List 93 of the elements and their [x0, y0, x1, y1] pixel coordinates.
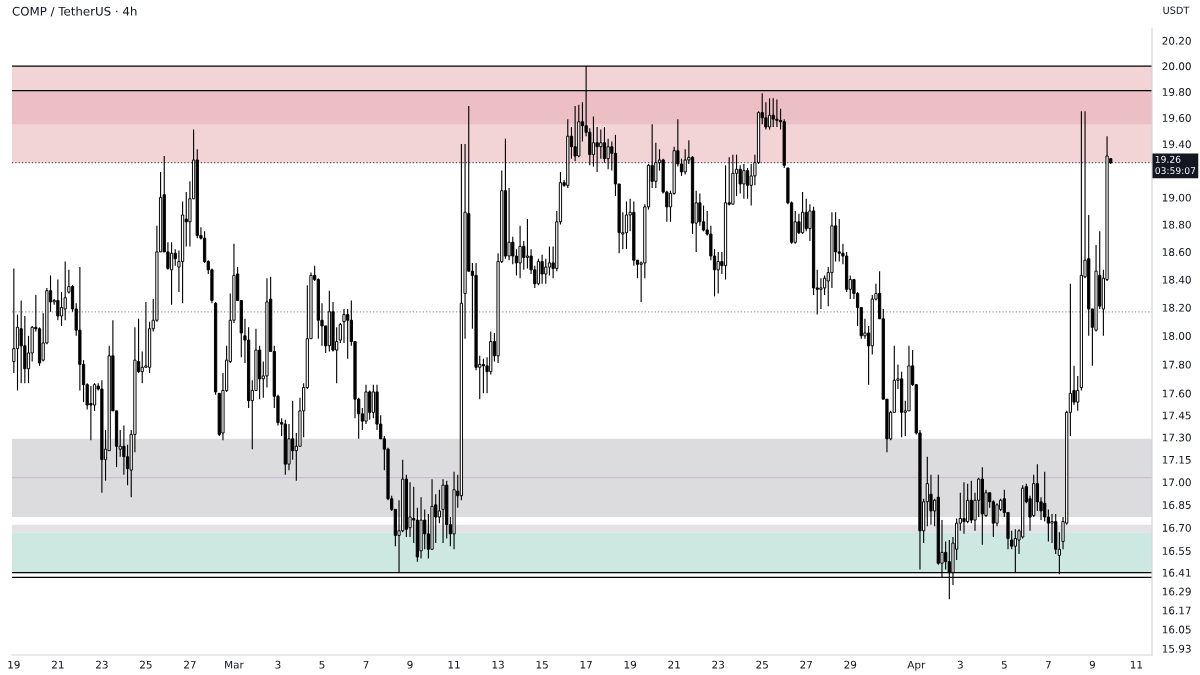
y-tick-label: 16.55 — [1162, 547, 1191, 555]
candlestick — [745, 167, 750, 200]
candlestick — [19, 299, 23, 384]
x-tick-label: 11 — [1130, 660, 1143, 669]
y-tick-label: 16.29 — [1162, 587, 1191, 596]
candlestick — [767, 97, 772, 131]
x-tick-label: 7 — [363, 660, 369, 669]
x-tick-label: 25 — [756, 660, 768, 669]
y-tick-label: 20.20 — [1162, 36, 1191, 45]
candlestick — [969, 480, 973, 524]
y-tick-label: 20.00 — [1162, 62, 1191, 71]
candlestick — [525, 218, 530, 270]
candlestick — [346, 308, 350, 360]
y-tick-label: 16.17 — [1162, 606, 1191, 615]
y-tick-label: 18.80 — [1162, 220, 1191, 229]
candlestick — [595, 126, 599, 173]
y-tick-label: 18.00 — [1162, 332, 1191, 340]
y-tick-label: 18.20 — [1162, 303, 1191, 312]
x-tick-label: 23 — [712, 660, 724, 669]
x-tick-label: Mar — [225, 660, 244, 669]
x-tick-label: 29 — [844, 660, 857, 669]
candlestick — [368, 389, 372, 421]
y-tick-label: 17.00 — [1162, 478, 1191, 487]
candlestick — [1076, 375, 1080, 412]
x-tick-label: 19 — [8, 660, 20, 669]
y-axis-title: USDT — [1163, 6, 1190, 14]
x-tick-label: 7 — [1045, 660, 1051, 669]
x-tick-label: 21 — [668, 660, 680, 669]
candlestick — [140, 350, 144, 384]
candlestick — [507, 187, 511, 261]
candlestick — [573, 105, 577, 162]
y-tick-label: 18.40 — [1162, 275, 1191, 284]
candlestick — [518, 225, 522, 279]
candlestick — [540, 254, 544, 285]
y-tick-label: 17.45 — [1162, 411, 1191, 420]
x-tick-label: 5 — [319, 660, 325, 669]
candlestick — [698, 192, 702, 227]
y-tick-label: 19.00 — [1162, 193, 1191, 202]
x-tick-label: 5 — [1001, 660, 1007, 669]
candlestick — [819, 277, 823, 310]
x-tick-label: 15 — [536, 660, 548, 669]
y-tick-label: 16.05 — [1162, 625, 1191, 634]
candlestick — [800, 191, 805, 235]
chart-title: COMP / TetherUS · 4h — [12, 6, 137, 17]
x-tick-label: 25 — [140, 660, 152, 669]
candlestick — [59, 291, 64, 327]
y-tick-label: 15.93 — [1162, 644, 1191, 653]
candlestick — [536, 258, 541, 286]
candlestick — [591, 115, 596, 168]
x-tick-label: 27 — [184, 660, 196, 669]
y-tick-label: 19.40 — [1162, 140, 1191, 149]
candlestick — [89, 385, 93, 441]
y-tick-label: 17.30 — [1162, 433, 1191, 442]
candlestick — [775, 99, 779, 128]
x-tick-label: 21 — [51, 660, 64, 669]
y-tick-label: 18.60 — [1162, 248, 1191, 256]
y-tick-label: 16.85 — [1162, 501, 1191, 509]
y-tick-label: 16.41 — [1162, 568, 1191, 577]
x-tick-label: 17 — [580, 660, 592, 669]
candlestick — [423, 508, 427, 550]
ref-line-label: 19.26 03:59:07 — [1155, 155, 1196, 175]
candlestick — [547, 245, 552, 276]
candlestick — [716, 251, 720, 295]
x-tick-label: 27 — [800, 660, 812, 669]
x-tick-label: 9 — [1089, 660, 1095, 669]
candlestick — [925, 456, 929, 527]
candlestick — [995, 502, 999, 527]
y-tick-label: 19.80 — [1162, 88, 1191, 96]
candlestick — [804, 198, 808, 232]
candlestick — [599, 129, 603, 160]
candlestick — [624, 200, 629, 250]
x-tick-label: 19 — [624, 660, 637, 669]
x-tick-label: Apr — [907, 660, 926, 671]
candlestick — [291, 400, 295, 461]
y-tick-label: 16.70 — [1162, 523, 1191, 532]
y-tick-label: 17.60 — [1162, 389, 1191, 398]
candlestick — [481, 358, 486, 394]
candlestick — [1043, 471, 1047, 523]
y-tick-label: 17.15 — [1162, 456, 1191, 464]
x-tick-label: 11 — [448, 660, 460, 669]
candlestick — [15, 314, 20, 392]
x-tick-label: 13 — [492, 660, 504, 669]
candlestick — [606, 138, 610, 170]
candlestick — [962, 481, 966, 535]
x-tick-label: 3 — [957, 660, 963, 669]
x-tick-label: 3 — [275, 660, 281, 669]
y-tick-label: 19.60 — [1162, 114, 1191, 122]
candlestick — [944, 541, 948, 571]
candlestick — [742, 163, 746, 200]
candlestick — [771, 97, 775, 128]
x-tick-label: 23 — [96, 660, 108, 669]
x-tick-label: 9 — [407, 660, 413, 669]
y-tick-label: 17.80 — [1162, 360, 1191, 369]
